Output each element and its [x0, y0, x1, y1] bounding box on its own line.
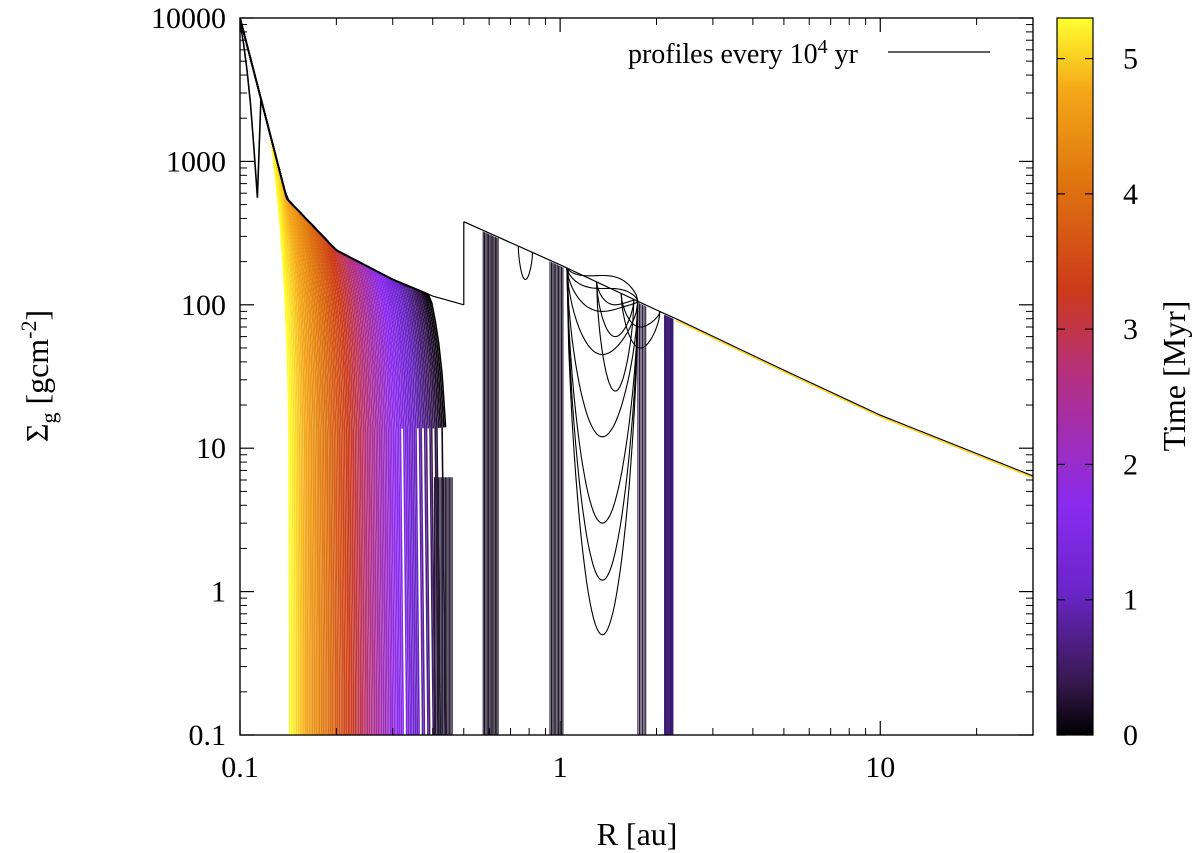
plot-area: 0.1 1 10 0.1 1 10 100 1000 10000 [151, 2, 1034, 784]
colorbar-gradient [1056, 17, 1094, 736]
gap-trough-curve [566, 267, 639, 302]
colorbar-tick-label: 1 [1123, 584, 1138, 617]
colorbar-tick-label: 0 [1123, 719, 1138, 752]
colorbar-tick-label: 2 [1123, 448, 1138, 481]
x-tick-label: 0.1 [221, 751, 259, 784]
y-tick-label: 100 [181, 289, 226, 322]
x-tick-label: 10 [865, 751, 895, 784]
gap-trough-curve [566, 267, 639, 581]
gap-trough-curve [596, 281, 635, 392]
svg-text:Σg [gcm-2]: Σg [gcm-2] [16, 310, 61, 442]
initial-profile-outer [463, 221, 1033, 477]
y-axis-label: Σg [gcm-2] [16, 310, 61, 442]
profile-curves [240, 18, 1033, 735]
gap-trough-curve [566, 267, 639, 302]
gap-trough-curve [566, 267, 639, 312]
x-axis-label: R [au] [597, 816, 678, 852]
colorbar-label: Time [Myr] [1156, 301, 1192, 452]
y-ticks: 0.1 1 10 100 1000 10000 [151, 2, 1033, 752]
gap-trough-curve [620, 293, 661, 349]
initial-profile-inner [240, 18, 464, 306]
x-tick-label: 1 [553, 751, 568, 784]
y-tick-label: 0.1 [189, 719, 227, 752]
y-tick-label: 1 [211, 576, 226, 609]
colorbar-tick-label: 3 [1123, 313, 1138, 346]
late-time-outer-profile [675, 319, 1033, 479]
gap-trough-curve [566, 267, 639, 438]
y-tick-label: 10000 [151, 2, 226, 35]
colorbar: 0 1 2 3 4 5 Time [Myr] [1056, 17, 1192, 752]
gap-trough-curve [596, 281, 635, 338]
legend-label: profiles every 104 yr [628, 36, 859, 70]
gap-trough-curve [517, 246, 534, 281]
y-tick-label: 10 [196, 432, 226, 465]
gap-trough-curve [566, 267, 639, 524]
colorbar-ticks: 0 1 2 3 4 5 [1057, 43, 1138, 752]
colorbar-tick-label: 4 [1123, 178, 1138, 211]
x-ticks: 0.1 1 10 [221, 18, 978, 784]
legend: profiles every 104 yr [628, 36, 990, 70]
gap-trough-curve [620, 293, 661, 328]
plot-border [239, 17, 1034, 736]
y-tick-label: 1000 [166, 145, 226, 178]
colorbar-tick-label: 5 [1123, 43, 1138, 76]
gap-trough-curve [566, 267, 639, 636]
gap-trough-curve [596, 281, 635, 306]
